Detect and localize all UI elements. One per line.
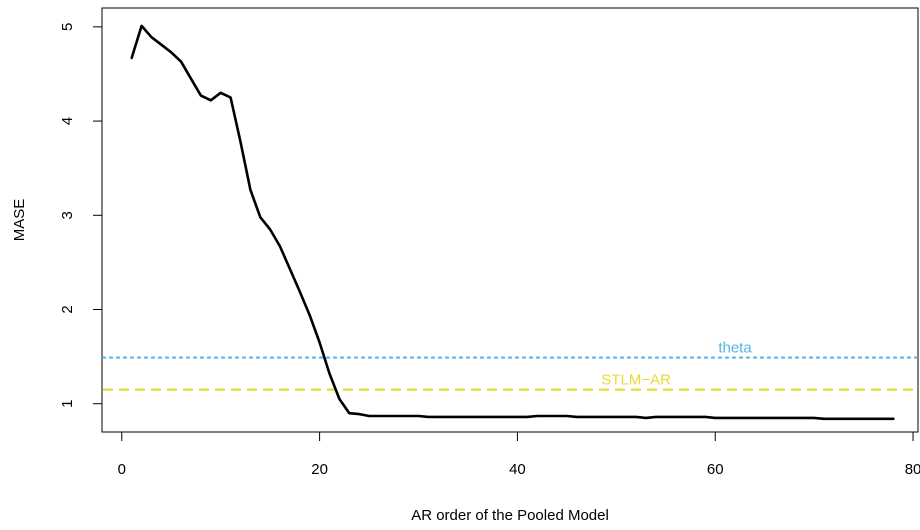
y-tick-label: 5 <box>59 23 76 31</box>
y-tick-label: 2 <box>59 305 76 313</box>
reference-line-label: theta <box>718 340 752 357</box>
y-tick-label: 1 <box>59 400 76 408</box>
x-tick-label: 60 <box>707 461 724 478</box>
x-tick-label: 0 <box>118 461 126 478</box>
y-axis-title: MASE <box>11 199 28 242</box>
reference-line-label: STLM−AR <box>601 372 671 389</box>
series-line-1 <box>130 24 895 421</box>
x-axis-title: AR order of the Pooled Model <box>411 507 609 524</box>
y-tick-label: 3 <box>59 211 76 219</box>
x-tick-label: 40 <box>509 461 526 478</box>
plot-frame <box>101 7 919 433</box>
y-tick-label: 4 <box>59 117 76 125</box>
x-axis: 0 20 40 60 80 <box>118 431 920 478</box>
reference-lines: theta STLM−AR <box>101 340 919 391</box>
x-tick-label: 20 <box>311 461 328 478</box>
series-layer <box>130 24 895 421</box>
y-axis: 1 2 3 4 5 <box>59 23 103 408</box>
x-tick-label: 80 <box>905 461 920 478</box>
